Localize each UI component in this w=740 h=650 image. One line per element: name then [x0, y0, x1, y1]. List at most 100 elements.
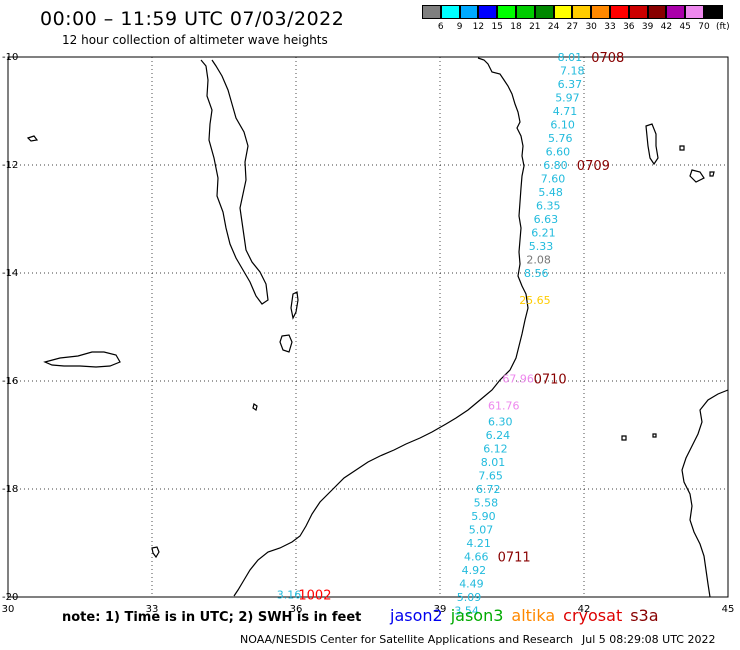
- lake-cahora-bassa: [43, 351, 121, 368]
- legend-label: 33: [604, 22, 616, 32]
- swh-observation: 8.01: [481, 456, 506, 469]
- legend-label: 24: [547, 22, 560, 32]
- legend-swatch-7: [553, 5, 573, 19]
- latitude-label: -16: [2, 376, 18, 387]
- swh-observation: 6.24: [486, 429, 511, 442]
- swh-observation: 5.09: [457, 591, 482, 604]
- swh-observation: 8.56: [524, 267, 549, 280]
- legend-swatch-12: [647, 5, 667, 19]
- timestamp: Jul 5 08:29:08 UTC 2022: [582, 633, 716, 646]
- swh-observation: 2.08: [526, 254, 551, 267]
- madagascar-coastline: [681, 389, 729, 598]
- swh-observation: 3.54: [454, 605, 479, 618]
- legend-swatch-6: [534, 5, 554, 19]
- legend-label: 42: [660, 22, 673, 32]
- swh-observation: 4.71: [553, 105, 578, 118]
- pass-time-marker: 1002: [298, 588, 331, 603]
- swh-observation: 61.76: [488, 399, 520, 412]
- legend-swatch-2: [459, 5, 479, 19]
- swh-observation: 4.92: [462, 564, 487, 577]
- comoros-mayotte: [709, 171, 715, 177]
- footer-note: note: 1) Time is in UTC; 2) SWH is in fe…: [62, 610, 362, 625]
- legend-label: 21: [529, 22, 541, 32]
- swh-observation: 6.30: [488, 416, 513, 429]
- latitude-label: -20: [2, 592, 18, 603]
- legend-label: 30: [585, 22, 597, 32]
- swh-observation: 7.65: [478, 470, 503, 483]
- legend-label: 36: [623, 22, 635, 32]
- legend-swatch-11: [628, 5, 648, 19]
- swh-observation: 7.18: [560, 65, 585, 78]
- legend-label: 39: [641, 22, 654, 32]
- longitude-label: 45: [722, 604, 735, 615]
- small-islet: [252, 403, 258, 411]
- legend-label: 15: [491, 22, 503, 32]
- swh-observation: 6.21: [531, 227, 556, 240]
- swh-observation: 6.12: [483, 443, 508, 456]
- swh-observation: 8.01: [558, 51, 583, 64]
- swh-observation: 4.21: [466, 537, 491, 550]
- swh-observation: 3.16: [277, 588, 302, 601]
- legend-label: 9: [456, 22, 463, 32]
- page-title: 00:00 – 11:59 UTC 07/03/2022: [40, 8, 345, 30]
- swh-observation: 5.76: [548, 132, 573, 145]
- lake-chiuta: [290, 291, 299, 320]
- swh-observation: 6.35: [536, 200, 561, 213]
- legend-swatch-9: [591, 5, 610, 19]
- satellite-cryosat: cryosat: [563, 606, 623, 625]
- swh-observation: 7.60: [541, 173, 566, 186]
- satellite-jason3: jason3: [450, 606, 504, 625]
- legend-unit: (ft): [716, 22, 730, 32]
- longitude-label: 36: [290, 604, 303, 615]
- swh-observation: 5.90: [471, 510, 496, 523]
- longitude-label: 33: [146, 604, 159, 615]
- swh-observation: 6.72: [476, 483, 501, 496]
- pass-time-marker: 0711: [498, 551, 531, 566]
- swh-observation: 6.37: [558, 78, 583, 91]
- swh-observation: 4.66: [464, 551, 489, 564]
- latitude-label: -12: [2, 160, 18, 171]
- legend-label: 45: [679, 22, 691, 32]
- page-subtitle: 12 hour collection of altimeter wave hei…: [62, 33, 328, 47]
- legend-label: 6: [437, 22, 444, 32]
- satellite-legend: jason2 jason3 altika cryosat s3a: [390, 606, 667, 625]
- legend-swatch-4: [497, 5, 516, 19]
- longitude-label: 42: [578, 604, 591, 615]
- satellite-s3a: s3a: [630, 606, 659, 625]
- legend-swatch-0: [422, 5, 441, 19]
- swh-observation: 6.80: [543, 159, 568, 172]
- graticule: [8, 57, 728, 597]
- legend-swatch-14: [685, 5, 704, 19]
- legend-label: 12: [472, 22, 485, 32]
- comoros-moheli: [679, 145, 685, 151]
- pass-time-markers: 0708 0709 0710 0711 1002: [298, 51, 624, 603]
- mozambique-coastline: [233, 57, 529, 597]
- legend-label: 27: [566, 22, 579, 32]
- small-lake-sw: [151, 546, 160, 559]
- longitude-label: 30: [2, 604, 15, 615]
- swh-observation: 25.65: [519, 294, 551, 307]
- swh-observation: 4.49: [459, 578, 484, 591]
- legend-swatch-10: [610, 5, 629, 19]
- swh-observation: 5.48: [538, 186, 563, 199]
- pass-time-marker: 0708: [591, 51, 624, 66]
- legend-swatch-3: [478, 5, 498, 19]
- legend-swatch-15: [704, 5, 723, 19]
- swh-observation: 67.96: [502, 372, 534, 385]
- small-islet-east: [621, 435, 627, 441]
- pass-time-marker: 0709: [577, 159, 610, 174]
- credit-line: NOAA/NESDIS Center for Satellite Applica…: [240, 633, 574, 646]
- legend-label: 70: [698, 22, 710, 32]
- swh-observation: 6.10: [550, 119, 575, 132]
- comoros-grande-comore: [645, 123, 659, 166]
- latitude-label: -18: [2, 484, 18, 495]
- small-islet-west: [26, 135, 39, 142]
- satellite-jason2: jason2: [390, 606, 443, 625]
- altimeter-observations: 8.017.186.375.974.716.105.766.606.807.60…: [277, 51, 585, 618]
- swh-observation: 5.33: [529, 240, 554, 253]
- swh-observation: 6.60: [546, 146, 571, 159]
- latitude-label: -10: [2, 52, 18, 63]
- small-islet-east-2: [652, 433, 657, 438]
